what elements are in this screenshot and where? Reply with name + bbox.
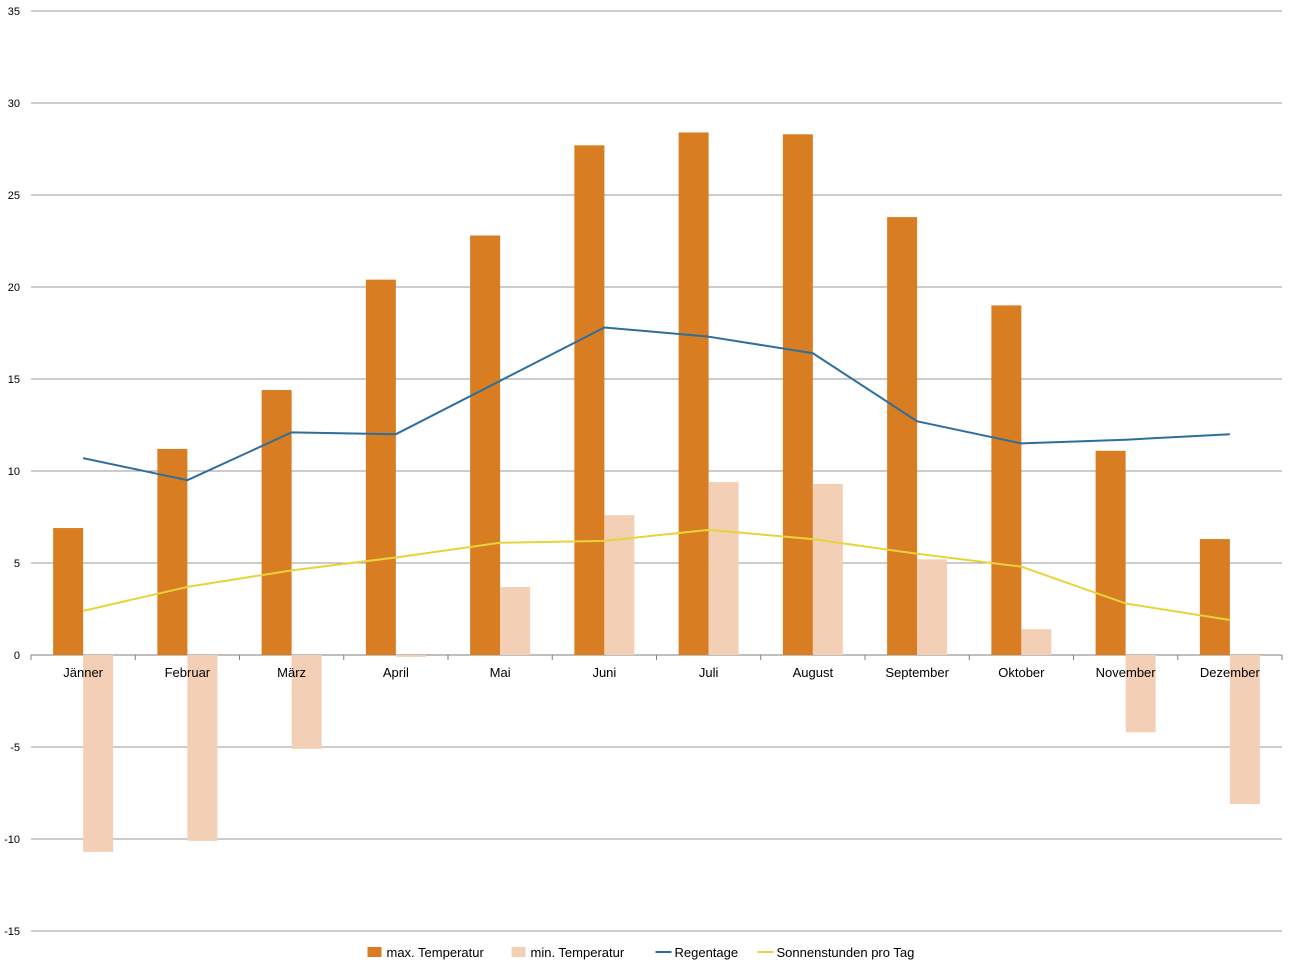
legend-item: max. Temperatur [367,945,485,960]
bar-max-temperatur [1199,539,1230,655]
y-tick-label: 30 [8,98,20,110]
x-tick-label: November [1096,665,1157,680]
bar-min-temperatur [1229,655,1260,805]
y-tick-label: 5 [14,558,20,570]
bar-max-temperatur [991,305,1022,655]
bar-min-temperatur [708,482,739,655]
bar-min-temperatur [604,515,635,655]
legend-label: Sonnenstunden pro Tag [777,945,915,960]
x-tick-label: August [793,665,834,680]
y-tick-label: -15 [4,926,20,938]
bar-min-temperatur [83,655,114,852]
bar-max-temperatur [1095,450,1126,655]
legend-label: max. Temperatur [387,945,485,960]
bar-min-temperatur [291,655,322,749]
bar-max-temperatur [678,132,709,655]
bar-max-temperatur [574,145,605,655]
x-tick-label: Juli [699,665,719,680]
bar-max-temperatur [157,448,188,655]
bar-min-temperatur [1125,655,1156,733]
bar-max-temperatur [887,217,918,655]
y-tick-label: 20 [8,282,20,294]
x-tick-label: April [383,665,409,680]
y-tick-label: 10 [8,466,20,478]
bar-min-temperatur [1021,629,1052,655]
y-tick-label: -10 [4,834,20,846]
x-tick-label: September [885,665,949,680]
legend-item: Sonnenstunden pro Tag [757,945,915,960]
legend-swatch [367,947,382,957]
bar-max-temperatur [470,235,501,656]
bar-max-temperatur [782,134,813,655]
y-tick-label: 15 [8,374,20,386]
lines [82,326,1231,622]
series-line-sonnenstunden [82,528,1231,622]
axes: 35 30 25 20 15 10 5 0 -5 -10 -15 Jänner Februar März A… [4,6,1283,938]
gridlines [31,10,1282,932]
x-tick-label: Mai [490,665,511,680]
y-tick-label: -5 [10,742,20,754]
x-tick-label: Februar [165,665,211,680]
y-tick-label: 0 [14,650,20,662]
x-tick-label: Juni [592,665,616,680]
bars [53,132,1260,852]
bar-max-temperatur [365,279,396,655]
legend-item: min. Temperatur [511,945,625,960]
series-line-regentage [82,326,1230,482]
bar-max-temperatur [53,528,84,655]
bar-max-temperatur [261,390,292,655]
x-tick-label: März [277,665,306,680]
y-tick-label: 35 [8,6,20,18]
legend-swatch [511,947,526,957]
bar-min-temperatur [917,559,948,655]
bar-min-temperatur [395,655,426,657]
bar-min-temperatur [500,586,531,655]
legend-item: Regentage [655,945,739,960]
x-tick-label: Oktober [998,665,1045,680]
x-tick-label: Jänner [63,665,103,680]
y-tick-label: 25 [8,190,20,202]
legend-label: Regentage [675,945,739,960]
legend: max. Temperatur min. Temperatur Regentage S… [367,945,915,960]
legend-label: min. Temperatur [531,945,625,960]
bar-min-temperatur [812,483,843,655]
x-tick-label: Dezember [1200,665,1261,680]
bar-min-temperatur [187,655,218,841]
